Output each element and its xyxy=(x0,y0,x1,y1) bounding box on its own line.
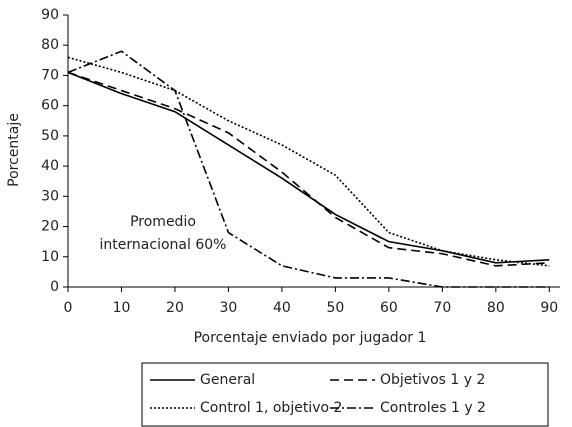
y-tick-label: 90 xyxy=(41,7,59,23)
x-tick-label: 40 xyxy=(273,300,291,316)
y-tick-label: 10 xyxy=(41,249,59,265)
series-line xyxy=(67,50,550,288)
x-tick-label: 0 xyxy=(64,300,73,316)
y-tick-label: 50 xyxy=(41,128,59,144)
series-line xyxy=(67,56,550,267)
legend-label: Control 1, objetivo 2 xyxy=(200,400,342,416)
annotation: internacional 60% xyxy=(100,237,227,253)
y-tick-label: 60 xyxy=(41,98,59,114)
x-tick-label: 70 xyxy=(433,300,451,316)
y-tick-label: 40 xyxy=(41,158,59,174)
x-tick-label: 20 xyxy=(166,300,184,316)
legend-label: General xyxy=(200,372,255,388)
y-tick-label: 80 xyxy=(41,37,59,53)
series-line xyxy=(67,71,550,264)
x-axis-label: Porcentaje enviado por jugador 1 xyxy=(194,330,427,346)
legend-label: Controles 1 y 2 xyxy=(380,400,486,416)
y-tick-label: 30 xyxy=(41,188,59,204)
x-tick-label: 60 xyxy=(380,300,398,316)
legend-box xyxy=(141,362,549,427)
series-line xyxy=(67,71,550,267)
x-tick-label: 80 xyxy=(487,300,505,316)
x-tick-label: 50 xyxy=(326,300,344,316)
legend-label: Objetivos 1 y 2 xyxy=(380,372,485,388)
y-tick-label: 20 xyxy=(41,219,59,235)
y-tick-label: 70 xyxy=(41,67,59,83)
annotation: Promedio xyxy=(130,214,196,230)
x-tick-label: 10 xyxy=(113,300,131,316)
y-axis-label: Porcentaje xyxy=(6,113,22,187)
x-tick-label: 30 xyxy=(220,300,238,316)
x-tick-label: 90 xyxy=(540,300,558,316)
y-tick-label: 0 xyxy=(50,279,59,295)
